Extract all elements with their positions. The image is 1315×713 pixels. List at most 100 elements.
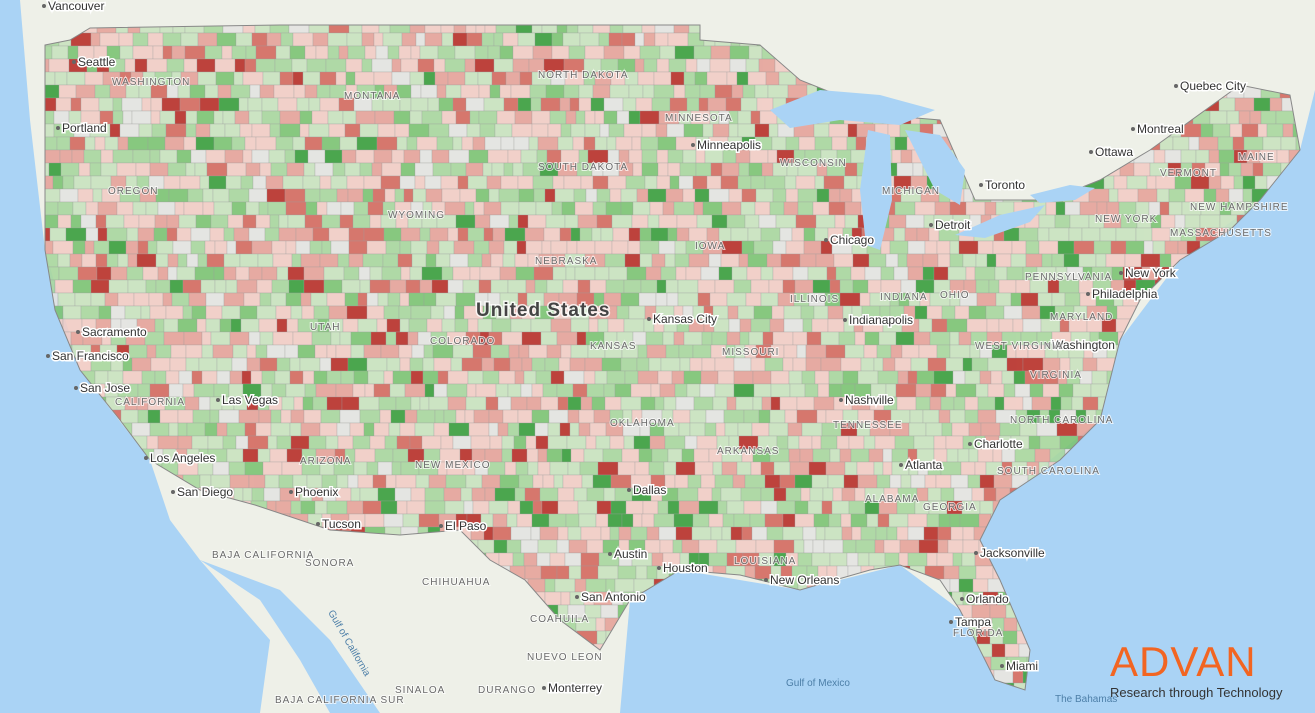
county bbox=[1108, 383, 1128, 398]
county bbox=[1241, 123, 1259, 138]
county bbox=[850, 266, 866, 281]
county bbox=[299, 110, 313, 125]
county bbox=[204, 682, 219, 690]
county bbox=[718, 630, 734, 645]
county bbox=[537, 539, 558, 554]
county bbox=[1236, 266, 1254, 281]
county bbox=[55, 630, 73, 645]
county bbox=[304, 188, 321, 203]
region-label: OKLAHOMA bbox=[610, 418, 675, 429]
county bbox=[149, 539, 169, 554]
county bbox=[621, 513, 634, 528]
county bbox=[127, 279, 147, 294]
county bbox=[1302, 566, 1315, 579]
county bbox=[853, 643, 871, 658]
county bbox=[1239, 604, 1253, 619]
county bbox=[1250, 370, 1264, 385]
county bbox=[814, 175, 825, 190]
county bbox=[240, 175, 254, 190]
county bbox=[214, 279, 227, 294]
county bbox=[1157, 487, 1173, 502]
county bbox=[326, 292, 346, 307]
county bbox=[1173, 539, 1187, 554]
county bbox=[794, 474, 813, 489]
county bbox=[1117, 591, 1133, 606]
county bbox=[517, 32, 536, 47]
county bbox=[1299, 422, 1300, 437]
county bbox=[953, 396, 966, 411]
county bbox=[1286, 591, 1298, 606]
county bbox=[609, 84, 630, 99]
county bbox=[765, 669, 776, 684]
county bbox=[395, 474, 417, 489]
county bbox=[622, 97, 637, 112]
county bbox=[235, 240, 253, 255]
county bbox=[204, 240, 216, 255]
county bbox=[799, 448, 814, 463]
county bbox=[1218, 422, 1237, 437]
county bbox=[396, 435, 411, 450]
county bbox=[84, 71, 104, 86]
county bbox=[1079, 630, 1095, 645]
county bbox=[213, 110, 224, 125]
county bbox=[658, 526, 677, 541]
county bbox=[644, 175, 658, 190]
county bbox=[344, 292, 359, 307]
county bbox=[514, 253, 529, 268]
county bbox=[70, 500, 87, 515]
county bbox=[727, 669, 746, 684]
county bbox=[578, 422, 591, 437]
county bbox=[953, 487, 973, 502]
county bbox=[481, 474, 501, 489]
county bbox=[653, 71, 672, 86]
county bbox=[726, 214, 746, 229]
county bbox=[766, 253, 782, 268]
county bbox=[924, 240, 938, 255]
county bbox=[544, 578, 556, 593]
county bbox=[499, 45, 514, 60]
county bbox=[1003, 305, 1023, 320]
county bbox=[319, 97, 340, 112]
county bbox=[191, 370, 203, 385]
county bbox=[261, 370, 276, 385]
county bbox=[386, 318, 401, 333]
county bbox=[623, 318, 645, 333]
county bbox=[450, 162, 467, 177]
county bbox=[737, 422, 753, 437]
county bbox=[708, 253, 722, 268]
county bbox=[540, 565, 558, 580]
county bbox=[947, 539, 964, 554]
county bbox=[634, 630, 646, 645]
county bbox=[408, 123, 430, 138]
county bbox=[1204, 253, 1218, 268]
county bbox=[599, 123, 610, 138]
county bbox=[149, 682, 171, 690]
county bbox=[247, 97, 263, 112]
county bbox=[346, 32, 363, 47]
county bbox=[45, 344, 53, 359]
county bbox=[425, 188, 443, 203]
county bbox=[1083, 669, 1101, 684]
county bbox=[275, 305, 292, 320]
county bbox=[1209, 370, 1227, 385]
county bbox=[278, 227, 297, 242]
county bbox=[655, 292, 668, 307]
county bbox=[288, 279, 305, 294]
county bbox=[754, 84, 769, 99]
county bbox=[300, 253, 321, 268]
county bbox=[642, 500, 659, 515]
city-label: Kansas City bbox=[653, 312, 717, 326]
county bbox=[78, 552, 100, 567]
county bbox=[165, 305, 184, 320]
county bbox=[190, 240, 206, 255]
county bbox=[488, 240, 505, 255]
county bbox=[697, 617, 717, 632]
county bbox=[148, 292, 164, 307]
county bbox=[565, 110, 577, 125]
county bbox=[69, 591, 84, 606]
county bbox=[239, 305, 258, 320]
county bbox=[797, 201, 814, 216]
county bbox=[380, 500, 398, 515]
county bbox=[1091, 370, 1108, 385]
county bbox=[1266, 305, 1278, 320]
